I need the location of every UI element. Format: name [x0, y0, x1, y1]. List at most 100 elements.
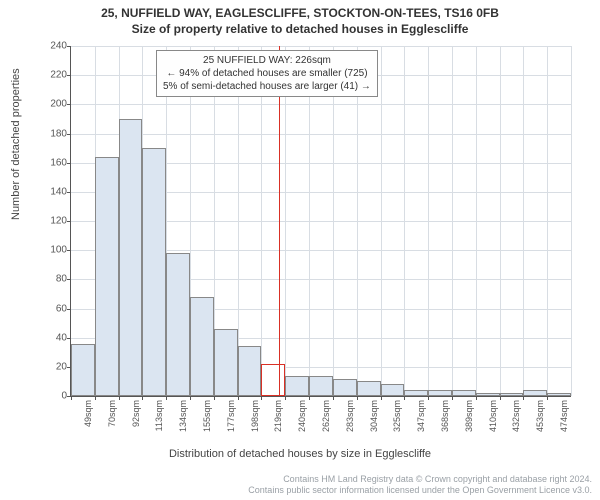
xtick-mark	[547, 396, 548, 400]
histogram-bar	[381, 384, 405, 396]
xtick-mark	[142, 396, 143, 400]
plot-area: 02040608010012014016018020022024049sqm70…	[70, 46, 571, 397]
ytick-label: 80	[27, 274, 67, 285]
annotation-line2: ← 94% of detached houses are smaller (72…	[163, 67, 371, 80]
y-axis-title: Number of detached properties	[10, 68, 22, 220]
xtick-mark	[452, 396, 453, 400]
xtick-mark	[261, 396, 262, 400]
histogram-bar	[119, 119, 143, 396]
ytick-mark	[67, 192, 71, 193]
xtick-mark	[166, 396, 167, 400]
ytick-mark	[67, 46, 71, 47]
gridline-vertical	[261, 46, 262, 396]
xtick-label: 453sqm	[535, 400, 545, 450]
xtick-mark	[357, 396, 358, 400]
gridline-vertical	[428, 46, 429, 396]
gridline-vertical	[357, 46, 358, 396]
xtick-label: 240sqm	[297, 400, 307, 450]
gridline-vertical	[404, 46, 405, 396]
histogram-bar	[190, 297, 214, 396]
xtick-label: 262sqm	[321, 400, 331, 450]
ytick-mark	[67, 75, 71, 76]
xtick-label: 347sqm	[416, 400, 426, 450]
ytick-label: 40	[27, 332, 67, 343]
xtick-mark	[285, 396, 286, 400]
xtick-label: 304sqm	[369, 400, 379, 450]
gridline-horizontal	[71, 46, 571, 47]
xtick-label: 410sqm	[488, 400, 498, 450]
gridline-vertical	[500, 46, 501, 396]
histogram-bar	[547, 393, 571, 396]
histogram-chart: 02040608010012014016018020022024049sqm70…	[70, 46, 570, 396]
gridline-vertical	[547, 46, 548, 396]
annotation-line1: 25 NUFFIELD WAY: 226sqm	[163, 54, 371, 67]
histogram-bar	[500, 393, 524, 396]
gridline-vertical	[238, 46, 239, 396]
xtick-mark	[71, 396, 72, 400]
histogram-bar	[357, 381, 381, 396]
xtick-label: 432sqm	[511, 400, 521, 450]
gridline-vertical	[333, 46, 334, 396]
xtick-label: 198sqm	[250, 400, 260, 450]
gridline-vertical	[476, 46, 477, 396]
histogram-bar	[95, 157, 119, 396]
page-title-address: 25, NUFFIELD WAY, EAGLESCLIFFE, STOCKTON…	[0, 0, 600, 20]
xtick-label: 325sqm	[392, 400, 402, 450]
xtick-label: 92sqm	[131, 400, 141, 450]
gridline-vertical	[523, 46, 524, 396]
histogram-bar	[142, 148, 166, 396]
xtick-label: 283sqm	[345, 400, 355, 450]
histogram-bar	[452, 390, 476, 396]
annotation-line3: 5% of semi-detached houses are larger (4…	[163, 80, 371, 93]
xtick-label: 177sqm	[226, 400, 236, 450]
gridline-horizontal	[71, 104, 571, 105]
xtick-label: 113sqm	[154, 400, 164, 450]
annotation-box: 25 NUFFIELD WAY: 226sqm← 94% of detached…	[156, 50, 378, 97]
reference-line	[279, 46, 280, 396]
histogram-bar	[214, 329, 238, 396]
histogram-bar	[238, 346, 262, 396]
gridline-vertical	[571, 46, 572, 396]
xtick-mark	[190, 396, 191, 400]
xtick-mark	[381, 396, 382, 400]
ytick-label: 200	[27, 99, 67, 110]
xtick-mark	[523, 396, 524, 400]
xtick-mark	[119, 396, 120, 400]
xtick-label: 70sqm	[107, 400, 117, 450]
ytick-mark	[67, 309, 71, 310]
gridline-vertical	[452, 46, 453, 396]
ytick-label: 220	[27, 70, 67, 81]
ytick-mark	[67, 338, 71, 339]
ytick-label: 160	[27, 157, 67, 168]
gridline-vertical	[285, 46, 286, 396]
xtick-label: 134sqm	[178, 400, 188, 450]
histogram-bar	[476, 393, 500, 396]
ytick-label: 240	[27, 41, 67, 52]
xtick-label: 368sqm	[440, 400, 450, 450]
xtick-label: 155sqm	[202, 400, 212, 450]
xtick-mark	[333, 396, 334, 400]
xtick-label: 474sqm	[559, 400, 569, 450]
gridline-horizontal	[71, 134, 571, 135]
ytick-label: 60	[27, 303, 67, 314]
ytick-label: 100	[27, 245, 67, 256]
page-title-desc: Size of property relative to detached ho…	[0, 20, 600, 36]
x-axis-title: Distribution of detached houses by size …	[0, 448, 600, 460]
xtick-mark	[476, 396, 477, 400]
histogram-bar	[285, 376, 309, 396]
histogram-bar	[404, 390, 428, 396]
ytick-label: 180	[27, 128, 67, 139]
ytick-mark	[67, 104, 71, 105]
xtick-mark	[95, 396, 96, 400]
gridline-vertical	[309, 46, 310, 396]
histogram-bar	[309, 376, 333, 396]
xtick-label: 389sqm	[464, 400, 474, 450]
footer-line2: Contains public sector information licen…	[248, 485, 592, 496]
histogram-bar	[428, 390, 452, 396]
ytick-mark	[67, 134, 71, 135]
xtick-mark	[238, 396, 239, 400]
ytick-mark	[67, 250, 71, 251]
ytick-mark	[67, 163, 71, 164]
xtick-mark	[214, 396, 215, 400]
ytick-label: 0	[27, 391, 67, 402]
